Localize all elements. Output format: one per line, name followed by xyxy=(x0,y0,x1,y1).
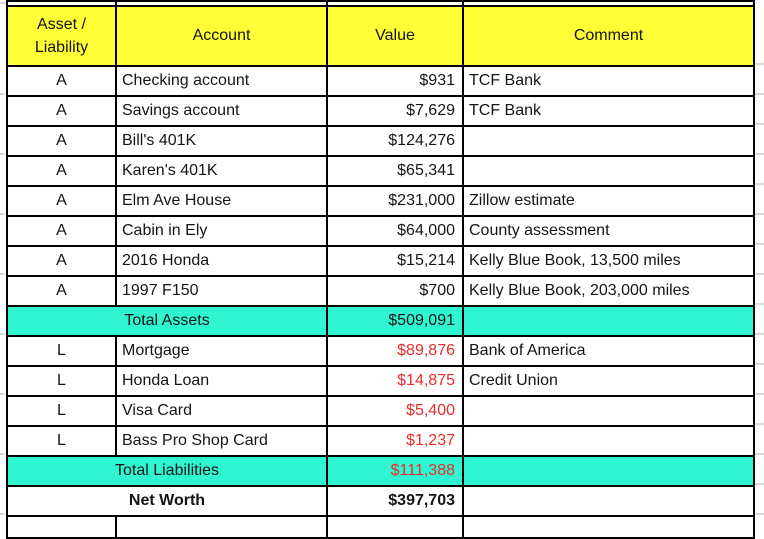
total-liabilities-value-cell[interactable]: $111,388 xyxy=(326,455,464,487)
value-cell[interactable]: $7,629 xyxy=(326,95,464,127)
filler-cell xyxy=(115,0,328,7)
column-header-asset-liability[interactable]: Asset / Liability xyxy=(6,5,117,67)
table-row: A Cabin in Ely $64,000 County assessment xyxy=(6,215,755,247)
account-cell[interactable]: Mortgage xyxy=(115,335,328,367)
comment-cell[interactable] xyxy=(462,395,755,427)
account-cell[interactable]: Cabin in Ely xyxy=(115,215,328,247)
al-cell[interactable]: A xyxy=(6,245,117,277)
column-header-comment[interactable]: Comment xyxy=(462,5,755,67)
column-header-account[interactable]: Account xyxy=(115,5,328,67)
table-row: A 2016 Honda $15,214 Kelly Blue Book, 13… xyxy=(6,245,755,277)
account-cell[interactable]: Visa Card xyxy=(115,395,328,427)
value-cell[interactable]: $89,876 xyxy=(326,335,464,367)
table-row: L Honda Loan $14,875 Credit Union xyxy=(6,365,755,397)
table-row: A Karen's 401K $65,341 xyxy=(6,155,755,187)
comment-cell[interactable]: TCF Bank xyxy=(462,95,755,127)
comment-cell[interactable]: Kelly Blue Book, 203,000 miles xyxy=(462,275,755,307)
value-cell[interactable]: $15,214 xyxy=(326,245,464,277)
al-cell[interactable]: A xyxy=(6,185,117,217)
al-cell[interactable]: A xyxy=(6,65,117,97)
al-cell[interactable]: L xyxy=(6,395,117,427)
account-cell[interactable]: 2016 Honda xyxy=(115,245,328,277)
net-worth-comment-cell[interactable] xyxy=(462,485,755,517)
account-cell[interactable]: Savings account xyxy=(115,95,328,127)
filler-cell xyxy=(462,0,755,7)
table-row: L Visa Card $5,400 xyxy=(6,395,755,427)
filler-cell xyxy=(115,515,328,539)
al-cell[interactable]: A xyxy=(6,275,117,307)
comment-cell[interactable]: County assessment xyxy=(462,215,755,247)
filler-cell xyxy=(6,0,117,7)
value-cell[interactable]: $700 xyxy=(326,275,464,307)
value-cell[interactable]: $5,400 xyxy=(326,395,464,427)
table-row: L Mortgage $89,876 Bank of America xyxy=(6,335,755,367)
al-cell[interactable]: A xyxy=(6,95,117,127)
net-worth-value-cell[interactable]: $397,703 xyxy=(326,485,464,517)
column-header-value[interactable]: Value xyxy=(326,5,464,67)
total-assets-label-cell[interactable]: Total Assets xyxy=(6,305,328,337)
comment-cell[interactable]: Kelly Blue Book, 13,500 miles xyxy=(462,245,755,277)
account-cell[interactable]: Elm Ave House xyxy=(115,185,328,217)
total-liabilities-comment-cell[interactable] xyxy=(462,455,755,487)
filler-cell xyxy=(326,515,464,539)
value-cell[interactable]: $1,237 xyxy=(326,425,464,457)
comment-cell[interactable] xyxy=(462,125,755,157)
net-worth-row: Net Worth $397,703 xyxy=(6,485,755,517)
account-cell[interactable]: Honda Loan xyxy=(115,365,328,397)
table-row: A 1997 F150 $700 Kelly Blue Book, 203,00… xyxy=(6,275,755,307)
table-row: A Checking account $931 TCF Bank xyxy=(6,65,755,97)
comment-cell[interactable] xyxy=(462,425,755,457)
al-cell[interactable]: A xyxy=(6,155,117,187)
value-cell[interactable]: $65,341 xyxy=(326,155,464,187)
value-cell[interactable]: $124,276 xyxy=(326,125,464,157)
total-liabilities-row: Total Liabilities $111,388 xyxy=(6,455,755,487)
comment-cell[interactable]: Zillow estimate xyxy=(462,185,755,217)
total-assets-value-cell[interactable]: $509,091 xyxy=(326,305,464,337)
account-cell[interactable]: Bass Pro Shop Card xyxy=(115,425,328,457)
comment-cell[interactable]: TCF Bank xyxy=(462,65,755,97)
total-liabilities-label-cell[interactable]: Total Liabilities xyxy=(6,455,328,487)
account-cell[interactable]: Bill's 401K xyxy=(115,125,328,157)
account-cell[interactable]: 1997 F150 xyxy=(115,275,328,307)
al-cell[interactable]: L xyxy=(6,425,117,457)
table-row: A Savings account $7,629 TCF Bank xyxy=(6,95,755,127)
sheet-gridlines-right xyxy=(755,63,764,518)
al-cell[interactable]: L xyxy=(6,335,117,367)
value-cell[interactable]: $64,000 xyxy=(326,215,464,247)
al-cell[interactable]: A xyxy=(6,125,117,157)
account-cell[interactable]: Karen's 401K xyxy=(115,155,328,187)
account-cell[interactable]: Checking account xyxy=(115,65,328,97)
value-cell[interactable]: $931 xyxy=(326,65,464,97)
table-row: A Bill's 401K $124,276 xyxy=(6,125,755,157)
filler-cell xyxy=(326,0,464,7)
table-row: A Elm Ave House $231,000 Zillow estimate xyxy=(6,185,755,217)
table-row: L Bass Pro Shop Card $1,237 xyxy=(6,425,755,457)
filler-cell xyxy=(6,515,117,539)
comment-cell[interactable]: Credit Union xyxy=(462,365,755,397)
al-cell[interactable]: A xyxy=(6,215,117,247)
al-cell[interactable]: L xyxy=(6,365,117,397)
total-assets-row: Total Assets $509,091 xyxy=(6,305,755,337)
net-worth-table: Asset / Liability Account Value Comment … xyxy=(6,0,755,539)
comment-cell[interactable]: Bank of America xyxy=(462,335,755,367)
filler-row-top xyxy=(6,0,755,7)
header-row: Asset / Liability Account Value Comment xyxy=(6,5,755,67)
value-cell[interactable]: $231,000 xyxy=(326,185,464,217)
comment-cell[interactable] xyxy=(462,155,755,187)
gridline-stub xyxy=(0,2,6,4)
total-assets-comment-cell[interactable] xyxy=(462,305,755,337)
sheet-gridlines-left xyxy=(0,93,5,518)
filler-row-bottom xyxy=(6,515,755,539)
filler-cell xyxy=(462,515,755,539)
net-worth-label-cell[interactable]: Net Worth xyxy=(6,485,328,517)
value-cell[interactable]: $14,875 xyxy=(326,365,464,397)
